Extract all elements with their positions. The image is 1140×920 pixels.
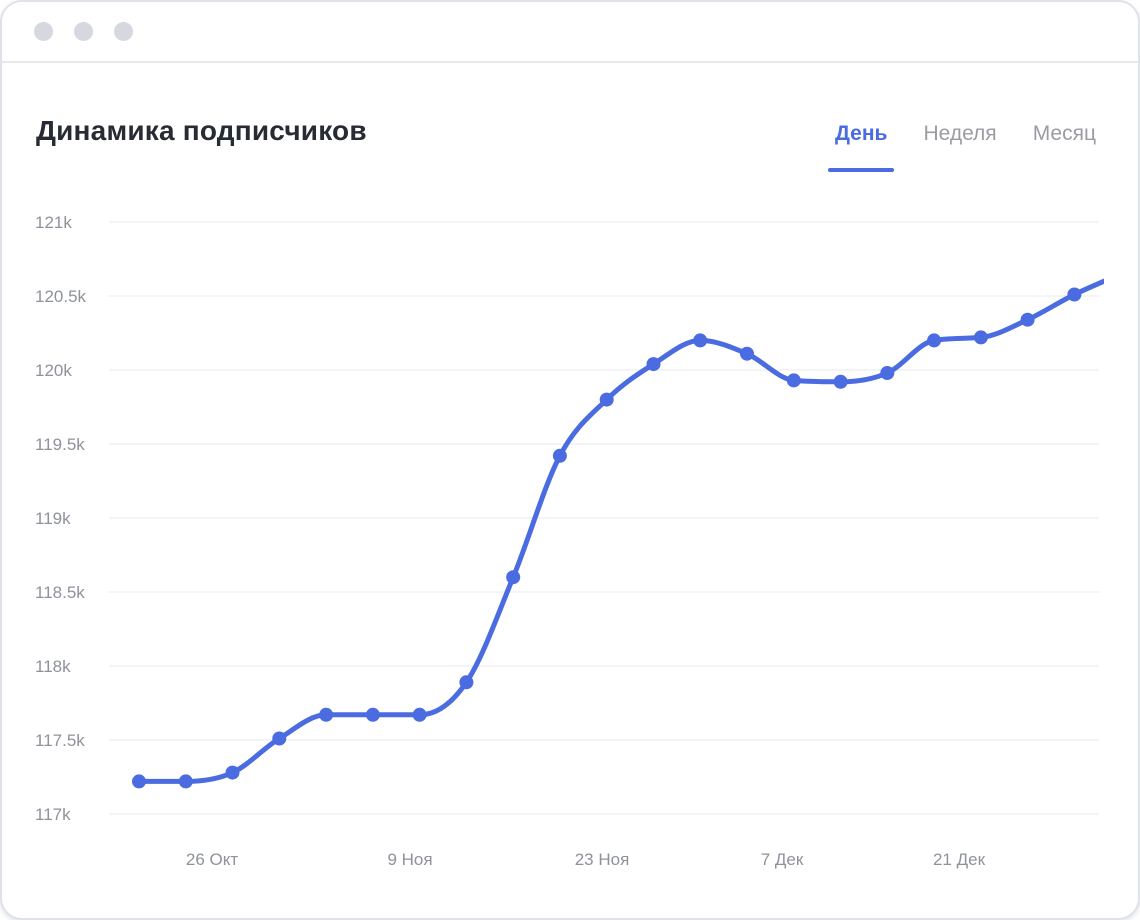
x-axis-tick-label: 9 Ноя <box>387 850 432 869</box>
data-point-marker[interactable] <box>552 448 567 463</box>
window-titlebar <box>2 2 1138 63</box>
data-point-marker[interactable] <box>178 774 193 789</box>
data-point-marker[interactable] <box>880 366 895 380</box>
subscribers-trend-line <box>136 278 1104 784</box>
data-point-marker[interactable] <box>506 570 521 585</box>
x-axis-tick-label: 23 Ноя <box>575 850 630 869</box>
chart-header: Динамика подписчиков День Неделя Месяц <box>2 63 1138 172</box>
y-axis-tick-label: 117k <box>35 805 71 824</box>
data-point-marker[interactable] <box>365 707 380 722</box>
y-axis-tick-label: 120.5k <box>35 287 87 306</box>
data-point-marker[interactable] <box>225 765 240 780</box>
data-point-marker[interactable] <box>833 374 848 389</box>
window-control-dot-2[interactable] <box>74 22 93 41</box>
chart-series-group <box>132 278 1104 789</box>
y-axis-tick-label: 121k <box>35 213 72 232</box>
data-point-marker[interactable] <box>646 357 661 372</box>
x-axis-tick-label: 21 Дек <box>933 850 986 869</box>
y-axis-tick-label: 120k <box>35 361 72 380</box>
y-axis-tick-label: 118k <box>35 657 71 676</box>
data-point-marker[interactable] <box>412 707 427 722</box>
data-point-marker[interactable] <box>740 346 754 361</box>
x-axis-tick-label: 7 Дек <box>761 850 804 869</box>
data-point-marker[interactable] <box>693 333 708 348</box>
y-axis-tick-label: 119.5k <box>35 435 85 454</box>
tab-day[interactable]: День <box>828 122 894 172</box>
data-point-marker[interactable] <box>319 707 334 722</box>
data-point-marker[interactable] <box>973 330 988 345</box>
data-point-marker[interactable] <box>927 333 942 348</box>
data-point-marker[interactable] <box>786 373 801 388</box>
data-point-marker[interactable] <box>599 392 614 407</box>
window-control-dot-3[interactable] <box>114 22 133 41</box>
x-axis-tick-label: 26 Окт <box>186 850 238 869</box>
y-axis-tick-label: 119k <box>35 509 71 528</box>
tab-month[interactable]: Месяц <box>1033 122 1096 172</box>
window-control-dot-1[interactable] <box>34 22 53 41</box>
data-point-marker[interactable] <box>1067 287 1082 302</box>
page-title: Динамика подписчиков <box>36 115 367 146</box>
data-point-marker[interactable] <box>132 774 146 789</box>
tab-week[interactable]: Неделя <box>923 122 996 172</box>
period-tabs: День Неделя Месяц <box>828 122 1096 172</box>
data-point-marker[interactable] <box>459 675 474 690</box>
data-point-marker[interactable] <box>272 731 287 746</box>
y-axis-tick-label: 118.5k <box>35 583 85 602</box>
y-axis-tick-label: 117.5k <box>35 731 85 750</box>
data-point-marker[interactable] <box>1020 312 1035 327</box>
